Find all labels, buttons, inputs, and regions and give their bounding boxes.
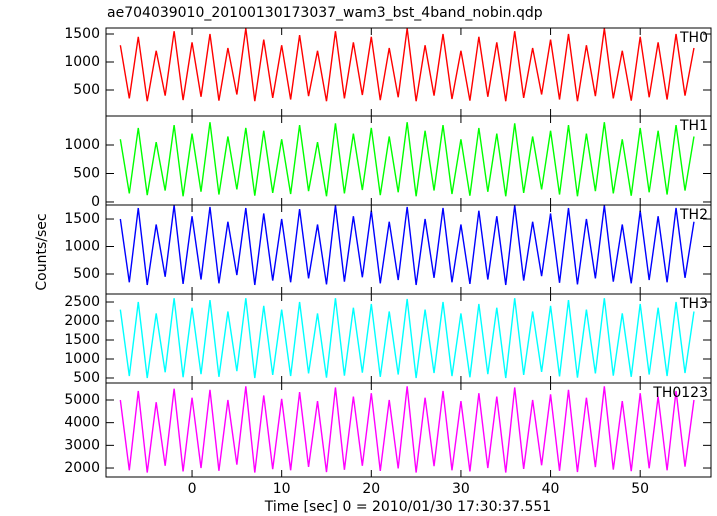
y-tick-label: 2000	[64, 460, 100, 476]
x-tick-label: 40	[542, 481, 560, 497]
panel-label: TH2	[679, 207, 708, 223]
panel-frame	[105, 382, 712, 478]
y-tick-label: 5000	[64, 392, 100, 408]
panel-label: TH1	[679, 118, 708, 134]
y-tick-label: 500	[73, 266, 100, 282]
y-tick-label: 2000	[64, 313, 100, 329]
y-tick-label: 2500	[64, 294, 100, 310]
series-line	[119, 298, 695, 379]
y-tick-label: 1000	[64, 54, 100, 70]
series-line	[119, 28, 695, 102]
chart-title: ae704039010_20100130173037_wam3_bst_4ban…	[107, 5, 543, 21]
x-tick-label: 0	[188, 481, 197, 497]
y-tick-label: 1000	[64, 137, 100, 153]
y-tick-label: 1000	[64, 239, 100, 255]
x-axis-label: Time [sec] 0 = 2010/01/30 17:30:37.551	[264, 499, 551, 515]
y-tick-label: 0	[91, 194, 100, 210]
x-tick-label: 50	[631, 481, 649, 497]
y-tick-label: 3000	[64, 437, 100, 453]
series-line	[119, 122, 695, 197]
y-tick-label: 500	[73, 82, 100, 98]
y-tick-label: 500	[73, 165, 100, 181]
y-tick-label: 1000	[64, 351, 100, 367]
series-line	[119, 386, 695, 473]
y-tick-label: 4000	[64, 415, 100, 431]
series-line	[119, 205, 695, 286]
x-tick-label: 30	[452, 481, 470, 497]
y-axis-label: Counts/sec	[34, 213, 50, 290]
y-tick-label: 500	[73, 370, 100, 386]
panel-label: TH0123	[652, 385, 708, 401]
panel-label: TH3	[679, 296, 708, 312]
y-tick-label: 1500	[64, 211, 100, 227]
panel-label: TH0	[679, 30, 708, 46]
x-tick-label: 10	[273, 481, 291, 497]
y-tick-label: 1500	[64, 26, 100, 42]
x-tick-label: 20	[362, 481, 380, 497]
y-tick-label: 1500	[64, 332, 100, 348]
